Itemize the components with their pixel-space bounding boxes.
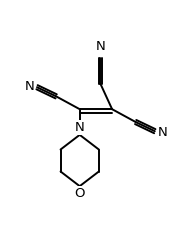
Text: O: O: [74, 187, 85, 200]
Text: N: N: [75, 121, 85, 134]
Text: N: N: [95, 40, 105, 53]
Text: N: N: [158, 126, 168, 139]
Text: N: N: [24, 80, 34, 93]
